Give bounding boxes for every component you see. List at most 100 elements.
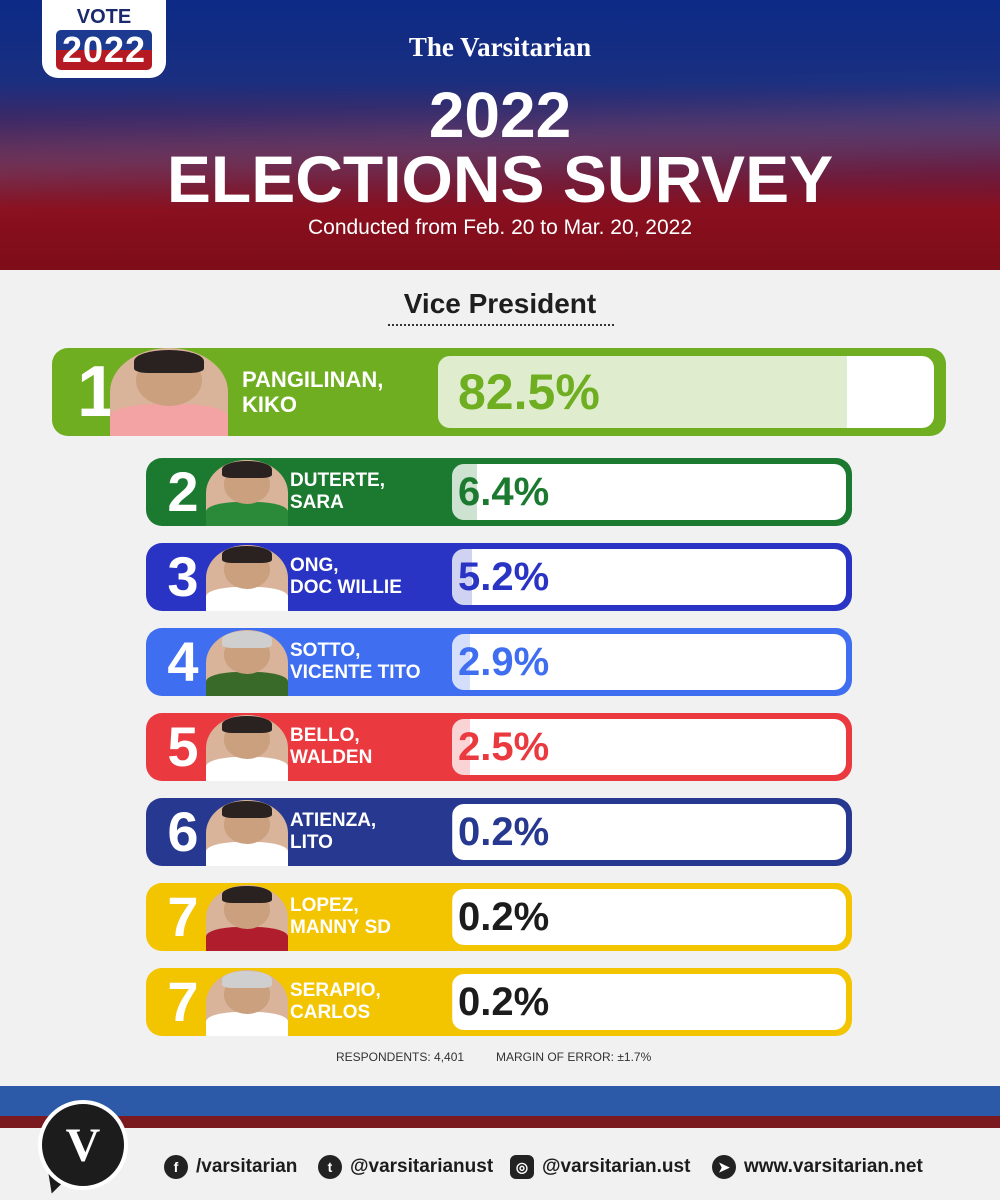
candidate-row: 7 SERAPIO, CARLOS 0.2% [146, 968, 852, 1036]
result-bar [452, 719, 470, 775]
candidate-name: SERAPIO, CARLOS [290, 968, 381, 1036]
cursor-icon: ➤ [712, 1155, 736, 1179]
candidate-photo [206, 970, 288, 1036]
candidate-first-name: SARA [290, 492, 344, 513]
result-percentage: 5.2% [458, 554, 550, 599]
candidate-rank: 6 [167, 800, 199, 863]
respondents-note: RESPONDENTS: 4,401 [336, 1050, 465, 1064]
result-percentage: 2.5% [458, 724, 550, 769]
candidate-photo [206, 460, 288, 526]
candidate-row: 7 LOPEZ, MANNY SD 0.2% [146, 883, 852, 951]
result-percentage: 0.2% [458, 894, 550, 939]
result-bar [452, 549, 473, 605]
photo-hair [222, 461, 272, 479]
result-bar-track: 5.2% [452, 549, 846, 605]
facebook-handle: /varsitarian [196, 1156, 298, 1177]
candidate-name: DUTERTE, SARA [290, 458, 385, 526]
candidate-name: PANGILINAN, KIKO [242, 348, 383, 436]
candidate-name: ATIENZA, LITO [290, 798, 376, 866]
title-year: 2022 [428, 79, 572, 151]
section-underline [388, 324, 614, 326]
candidate-last-name: LOPEZ, [290, 895, 359, 916]
photo-shirt [206, 502, 288, 526]
photo-shirt [206, 927, 288, 951]
candidate-rank: 7 [167, 970, 199, 1033]
candidate-last-name: SERAPIO, [290, 980, 381, 1001]
result-bar [452, 804, 453, 860]
brand-name: The Varsitarian [408, 32, 592, 62]
candidate-last-name: SOTTO, [290, 640, 361, 661]
candidate-photo [206, 630, 288, 696]
candidate-photo [206, 715, 288, 781]
section-title: Vice President [403, 288, 597, 319]
result-bar-track: 2.9% [452, 634, 846, 690]
candidate-last-name: DUTERTE, [290, 470, 385, 491]
survey-dates: Conducted from Feb. 20 to Mar. 20, 2022 [307, 216, 693, 239]
candidate-last-name: ONG, [290, 555, 339, 576]
candidate-rank: 4 [167, 630, 199, 693]
photo-hair [133, 349, 205, 373]
candidate-first-name: CARLOS [290, 1002, 371, 1023]
result-bar [452, 464, 478, 520]
photo-hair [222, 801, 272, 819]
result-bar [452, 889, 453, 945]
candidate-row: 6 ATIENZA, LITO 0.2% [146, 798, 852, 866]
photo-shirt [110, 404, 228, 436]
candidate-row: 1 PANGILINAN, KIKO 82.5% [52, 348, 946, 436]
brand-logo: The Varsitarian [0, 32, 1000, 63]
candidate-photo [206, 885, 288, 951]
result-percentage: 0.2% [458, 979, 550, 1024]
twitter-link[interactable]: t @varsitarianust [318, 1152, 493, 1182]
candidate-last-name: PANGILINAN, [242, 367, 384, 392]
result-bar-track: 0.2% [452, 889, 846, 945]
candidate-rank: 7 [167, 885, 199, 948]
candidate-first-name: MANNY SD [290, 917, 391, 938]
photo-shirt [206, 1012, 288, 1036]
facebook-link[interactable]: f /varsitarian [164, 1152, 297, 1182]
facebook-icon: f [164, 1155, 188, 1179]
candidate-first-name: LITO [290, 832, 333, 853]
result-percentage: 0.2% [458, 809, 550, 854]
footer-stripe-red [0, 1116, 1000, 1128]
photo-hair [222, 631, 272, 649]
photo-shirt [206, 757, 288, 781]
website-link[interactable]: ➤ www.varsitarian.net [712, 1152, 923, 1182]
candidate-photo [110, 348, 228, 436]
photo-hair [222, 716, 272, 734]
candidate-row: 5 BELLO, WALDEN 2.5% [146, 713, 852, 781]
candidate-first-name: DOC WILLIE [290, 577, 402, 598]
website-url: www.varsitarian.net [744, 1156, 923, 1177]
footer-stripe-blue [0, 1086, 1000, 1116]
candidate-name: SOTTO, VICENTE TITO [290, 628, 421, 696]
header-banner: VOTE 2022 The Varsitarian 2022 ELECTIONS… [0, 0, 1000, 270]
logo-letter: V [65, 1119, 101, 1172]
photo-hair [222, 886, 272, 904]
candidate-last-name: BELLO, [290, 725, 360, 746]
result-percentage: 82.5% [458, 364, 600, 420]
candidate-name: LOPEZ, MANNY SD [290, 883, 391, 951]
result-bar-track: 0.2% [452, 804, 846, 860]
candidate-row: 4 SOTTO, VICENTE TITO 2.9% [146, 628, 852, 696]
candidate-photo [206, 545, 288, 611]
candidate-row: 2 DUTERTE, SARA 6.4% [146, 458, 852, 526]
page-title: ELECTIONS SURVEY [166, 142, 834, 216]
instagram-link[interactable]: ◎ @varsitarian.ust [510, 1152, 690, 1182]
result-bar [438, 356, 848, 428]
twitter-icon: t [318, 1155, 342, 1179]
margin-of-error-note: MARGIN OF ERROR: ±1.7% [496, 1050, 652, 1064]
photo-hair [222, 971, 272, 989]
result-bar-track: 82.5% [438, 356, 934, 428]
candidate-first-name: KIKO [242, 392, 297, 417]
result-bar-track: 6.4% [452, 464, 846, 520]
candidate-first-name: WALDEN [290, 747, 373, 768]
result-percentage: 6.4% [458, 469, 550, 514]
instagram-icon: ◎ [510, 1155, 534, 1179]
candidate-row: 3 ONG, DOC WILLIE 5.2% [146, 543, 852, 611]
candidate-rank: 5 [167, 715, 199, 778]
photo-hair [222, 546, 272, 564]
candidate-name: BELLO, WALDEN [290, 713, 372, 781]
candidate-name: ONG, DOC WILLIE [290, 543, 402, 611]
result-bar [452, 634, 470, 690]
result-bar-track: 2.5% [452, 719, 846, 775]
photo-shirt [206, 842, 288, 866]
